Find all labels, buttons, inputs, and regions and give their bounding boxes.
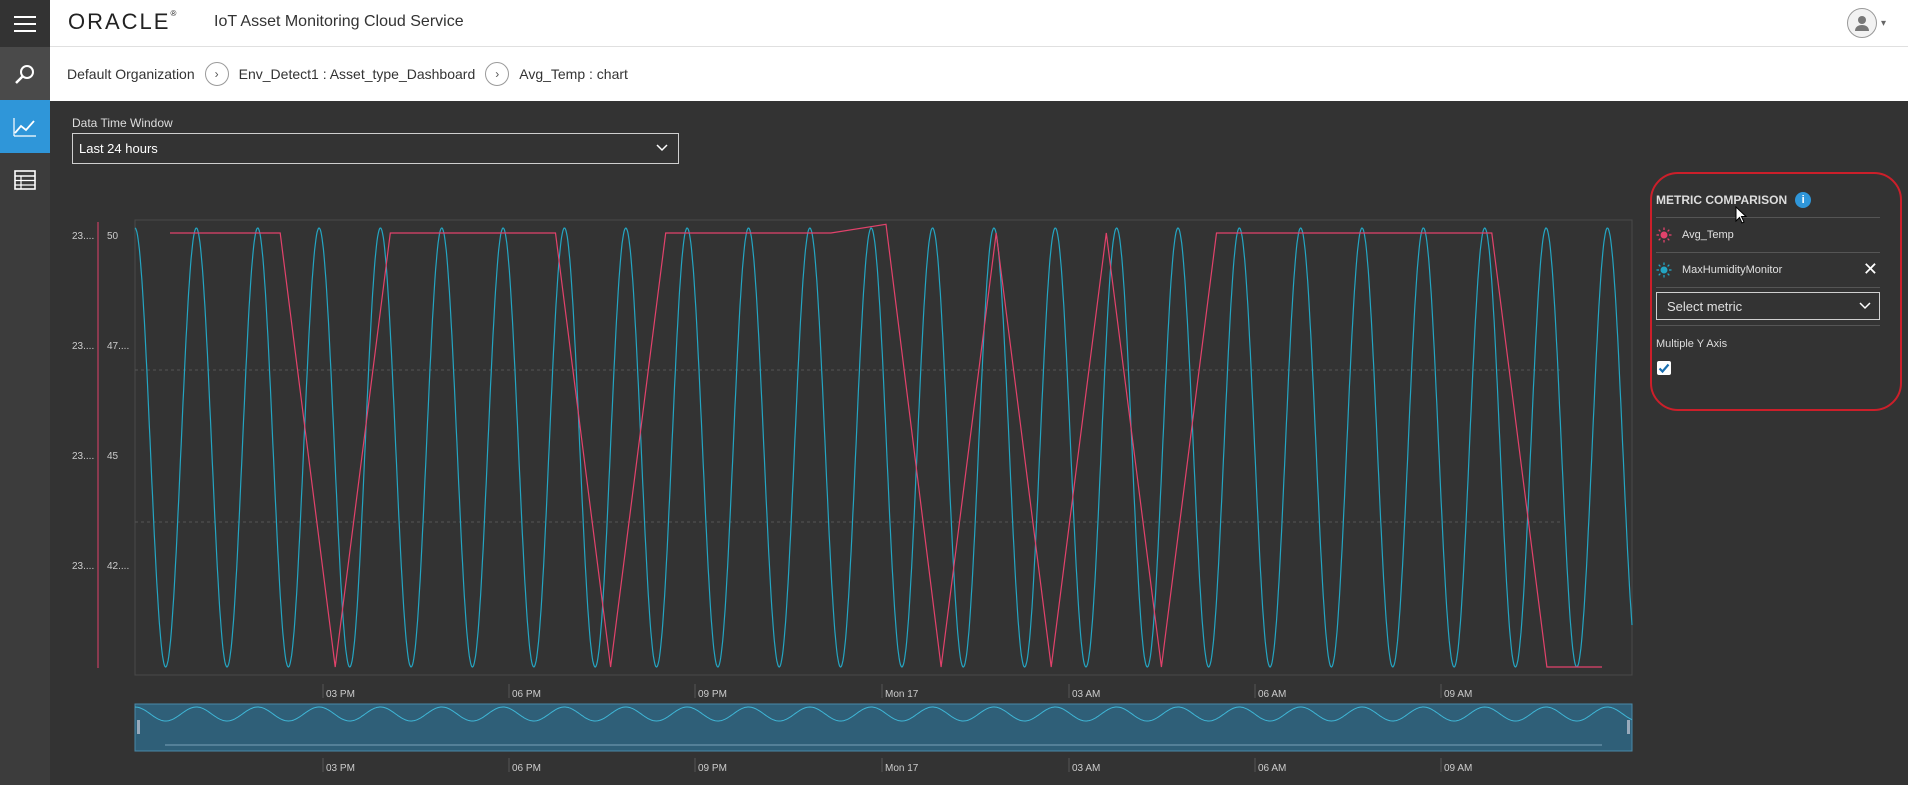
metric-row-avg-temp: Avg_Temp xyxy=(1656,223,1880,247)
breadcrumb: Default Organization › Env_Detect1 : Ass… xyxy=(50,47,1908,101)
app-header: ORACLE® IoT Asset Monitoring Cloud Servi… xyxy=(0,0,1908,47)
y-axis-tick-label: 47.... xyxy=(107,341,129,352)
x-axis-tick-label: 09 AM xyxy=(1444,689,1472,700)
nav-search-button[interactable] xyxy=(0,47,50,100)
multiple-y-axis-label: Multiple Y Axis xyxy=(1656,338,1728,350)
data-time-window-value: Last 24 hours xyxy=(79,141,158,156)
data-time-window-label: Data Time Window xyxy=(72,116,173,130)
x-axis-tick-label: Mon 17 xyxy=(885,689,919,700)
select-metric-dropdown[interactable]: Select metric xyxy=(1656,292,1880,320)
analytics-chart-icon xyxy=(13,117,36,137)
x-axis-tick-label: 06 PM xyxy=(512,689,541,700)
nav-analytics-button[interactable] xyxy=(0,100,50,153)
y-axis-tick-label: 42.... xyxy=(107,561,129,572)
hamburger-menu-icon[interactable] xyxy=(0,0,50,47)
y-axis-tick-label: 23.... xyxy=(72,561,94,572)
sun-icon xyxy=(1656,262,1672,278)
chevron-down-icon: ▾ xyxy=(1880,17,1886,29)
sun-icon xyxy=(1656,227,1672,243)
series-max-humidity-line xyxy=(134,227,1633,668)
chevron-down-icon xyxy=(656,141,668,156)
y-axis-tick-label: 50 xyxy=(107,231,119,242)
overview-x-tick-label: 03 PM xyxy=(326,763,355,774)
overview-navigator xyxy=(134,703,1633,752)
y-axis-tick-label: 23.... xyxy=(72,341,94,352)
metric-comparison-highlight xyxy=(1650,172,1902,411)
checkmark-icon xyxy=(1658,363,1670,374)
y-axis-tick-label: 23.... xyxy=(72,231,94,242)
y-axis-tick-label: 45 xyxy=(107,451,119,462)
overview-handle-left xyxy=(137,720,140,734)
select-metric-placeholder: Select metric xyxy=(1667,299,1743,314)
y-axis-tick-label: 23.... xyxy=(72,451,94,462)
breadcrumb-item[interactable]: Default Organization xyxy=(67,66,195,82)
metric-name: MaxHumidityMonitor xyxy=(1682,264,1783,276)
user-avatar-icon xyxy=(1846,8,1877,38)
info-icon[interactable]: i xyxy=(1795,192,1812,208)
user-menu[interactable]: ▾ xyxy=(1846,8,1886,38)
chevron-right-icon: › xyxy=(204,62,229,86)
chart-svg: 23.... 23.... 23.... 23.... 50 47.... 45 42....… xyxy=(72,219,1633,774)
search-icon xyxy=(15,64,34,84)
metric-name: Avg_Temp xyxy=(1682,229,1734,241)
mouse-cursor-icon xyxy=(1735,206,1747,224)
left-nav-rail xyxy=(0,47,50,785)
divider xyxy=(1656,325,1880,326)
breadcrumb-item-current: Avg_Temp : chart xyxy=(519,66,628,82)
overview-x-tick-label: 09 AM xyxy=(1444,763,1472,774)
divider xyxy=(1656,217,1880,218)
data-time-window-select[interactable]: Last 24 hours xyxy=(72,133,679,164)
overview-x-tick-label: Mon 17 xyxy=(885,763,919,774)
x-axis-tick-label: 03 PM xyxy=(326,689,355,700)
divider xyxy=(1656,287,1880,288)
chevron-down-icon xyxy=(1859,299,1871,314)
oracle-logo: ORACLE® xyxy=(68,9,179,34)
overview-x-tick-label: 06 AM xyxy=(1258,763,1286,774)
metric-comparison-title: METRIC COMPARISON i xyxy=(1656,192,1812,208)
x-axis-tick-label: 09 PM xyxy=(698,689,727,700)
plot-area xyxy=(134,219,1633,676)
overview-x-tick-label: 06 PM xyxy=(512,763,541,774)
breadcrumb-item[interactable]: Env_Detect1 : Asset_type_Dashboard xyxy=(238,66,476,82)
x-axis-tick-label: 03 AM xyxy=(1072,689,1100,700)
metric-row-max-humidity: MaxHumidityMonitor ✕ xyxy=(1656,258,1880,282)
chevron-right-icon: › xyxy=(485,62,510,86)
x-axis-tick-label: 06 AM xyxy=(1258,689,1286,700)
overview-x-tick-label: 03 AM xyxy=(1072,763,1100,774)
overview-handle-right xyxy=(1627,720,1630,734)
close-icon[interactable]: ✕ xyxy=(1862,259,1878,279)
nav-table-button[interactable] xyxy=(0,153,50,206)
series-avg-temp-line xyxy=(170,223,1602,668)
overview-series-line xyxy=(134,706,1633,722)
app-title: IoT Asset Monitoring Cloud Service xyxy=(214,13,464,30)
multiple-y-axis-checkbox[interactable] xyxy=(1657,361,1671,375)
divider xyxy=(1656,252,1880,253)
table-grid-icon xyxy=(14,169,36,190)
overview-x-tick-label: 09 PM xyxy=(698,763,727,774)
metric-chart: 23.... 23.... 23.... 23.... 50 47.... 45 42....… xyxy=(60,200,1640,780)
